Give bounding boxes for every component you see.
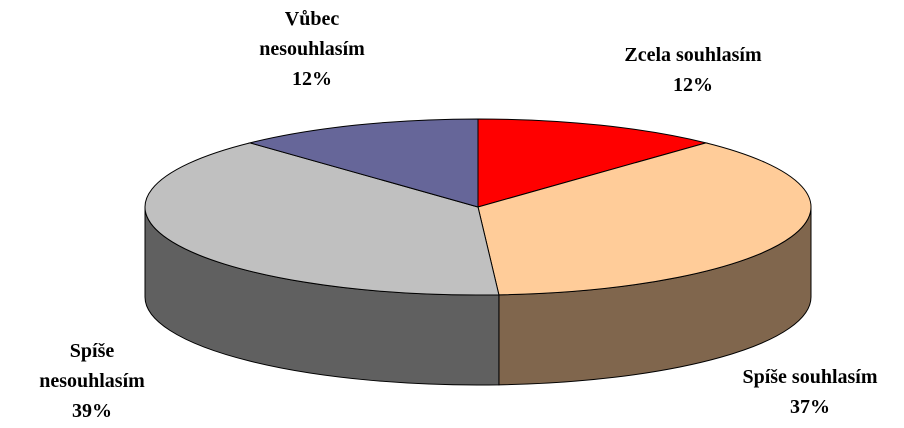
slice bbox=[477, 142, 812, 296]
slice bbox=[477, 118, 708, 208]
category-name: Vůbec nesouhlasím bbox=[259, 8, 365, 60]
value-label: 39% bbox=[72, 400, 112, 422]
slice bbox=[248, 118, 479, 208]
value-label: 12% bbox=[673, 74, 713, 96]
category-name: Zcela souhlasím bbox=[624, 44, 762, 66]
slice-label: Vůbec nesouhlasím 12% bbox=[237, 4, 387, 94]
slice bbox=[144, 142, 500, 296]
value-label: 37% bbox=[790, 396, 830, 418]
category-name: Spíše souhlasím bbox=[742, 366, 878, 388]
slice-label: Spíše souhlasím 37% bbox=[700, 362, 904, 422]
value-label: 12% bbox=[292, 68, 332, 90]
slice-label: Spíše nesouhlasím 39% bbox=[17, 336, 167, 426]
slice-label: Zcela souhlasím 12% bbox=[583, 40, 803, 100]
category-name: Spíše nesouhlasím bbox=[39, 340, 145, 392]
